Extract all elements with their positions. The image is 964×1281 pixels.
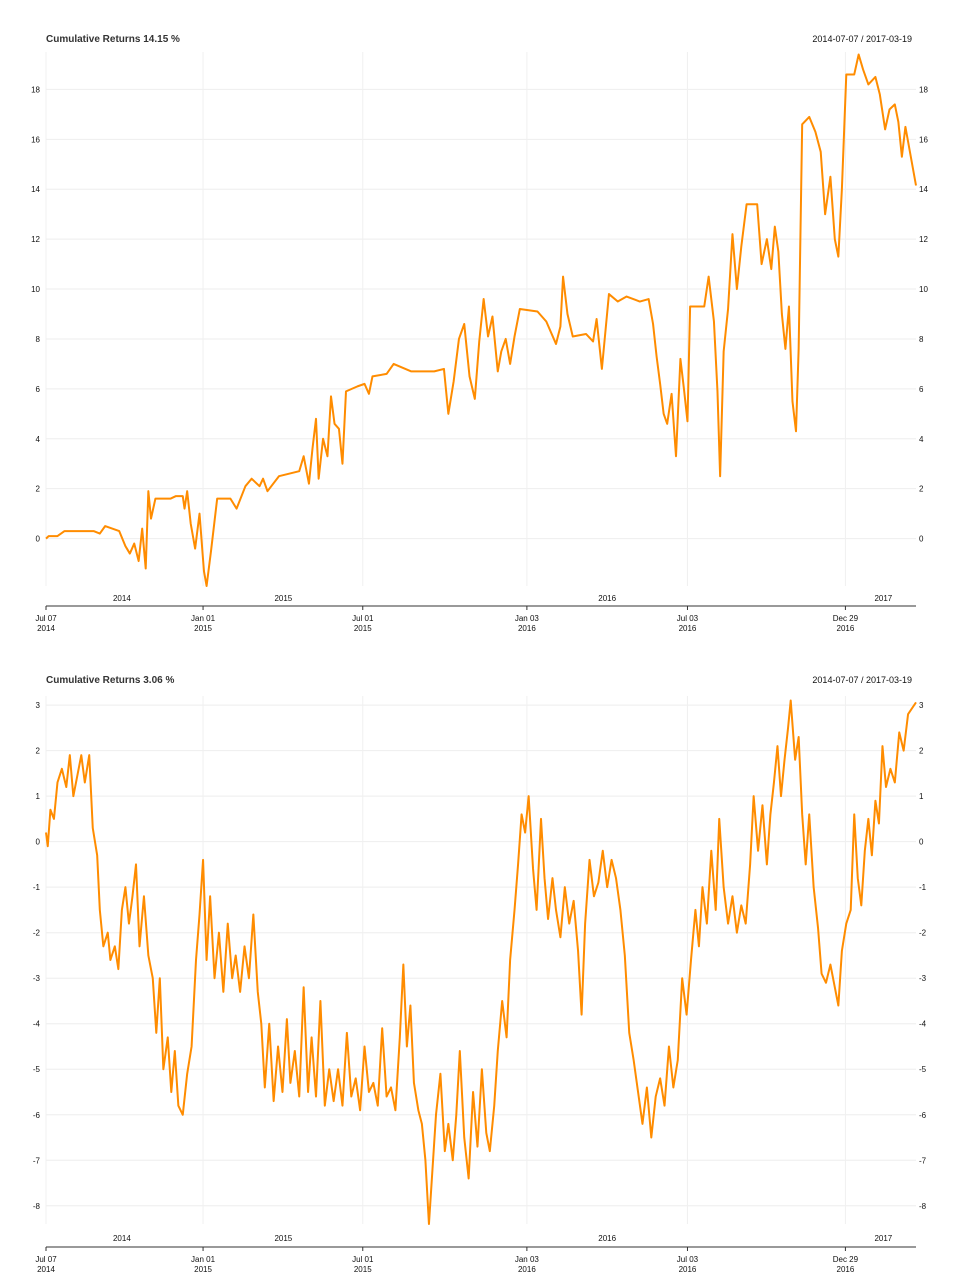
cumulative-returns-chart-1: Cumulative Returns 14.15 % 2014-07-07 / … [31, 34, 928, 633]
y-tick-label-left: 12 [31, 235, 40, 244]
y-tick-label-right: 8 [919, 335, 924, 344]
y-tick-label-right: -3 [919, 974, 927, 983]
y-tick-label-left: 1 [36, 792, 41, 801]
y-tick-label-right: 0 [919, 838, 924, 847]
x-tick-label-year: 2016 [679, 624, 697, 633]
x-tick-label: Jan 01 [191, 1255, 216, 1264]
year-label: 2015 [274, 594, 292, 603]
chart-title: Cumulative Returns 3.06 % [46, 675, 174, 686]
y-tick-label-left: 8 [36, 335, 41, 344]
y-tick-label-left: -4 [33, 1020, 41, 1029]
y-tick-label-left: 4 [36, 435, 41, 444]
y-tick-label-right: -5 [919, 1065, 927, 1074]
y-tick-label-left: 0 [36, 535, 41, 544]
y-tick-label-left: 3 [36, 701, 41, 710]
y-tick-label-left: -1 [33, 883, 41, 892]
y-tick-label-right: 18 [919, 85, 928, 94]
y-tick-label-left: -5 [33, 1065, 41, 1074]
year-label: 2017 [874, 594, 892, 603]
cumulative-returns-chart-2: Cumulative Returns 3.06 % 2014-07-07 / 2… [33, 675, 927, 1274]
y-tick-label-left: 6 [36, 385, 41, 394]
x-tick-label: Dec 29 [833, 1255, 859, 1264]
x-tick-label-year: 2016 [679, 1265, 697, 1274]
y-tick-label-right: 16 [919, 135, 928, 144]
year-label: 2016 [598, 1234, 616, 1243]
chart-title: Cumulative Returns 14.15 % [46, 34, 180, 45]
series-line [45, 699, 917, 1225]
gridlines [45, 696, 916, 1224]
x-tick-label-year: 2016 [518, 1265, 536, 1274]
x-tick-label-year: 2015 [194, 624, 212, 633]
year-label: 2016 [598, 594, 616, 603]
date-range: 2014-07-07 / 2017-03-19 [812, 675, 912, 685]
year-label: 2015 [274, 1234, 292, 1243]
y-tick-label-right: -2 [919, 929, 927, 938]
gridlines [45, 52, 916, 586]
date-range: 2014-07-07 / 2017-03-19 [812, 34, 912, 44]
y-tick-label-right: 14 [919, 185, 928, 194]
y-tick-label-left: 2 [36, 485, 41, 494]
x-tick-label-year: 2014 [37, 624, 55, 633]
y-tick-label-left: 2 [36, 747, 41, 756]
x-tick-label-year: 2016 [518, 624, 536, 633]
series-line [45, 53, 917, 587]
y-tick-label-left: 14 [31, 185, 40, 194]
x-tick-label-year: 2015 [354, 1265, 372, 1274]
y-tick-label-left: -6 [33, 1111, 41, 1120]
x-tick-label-year: 2016 [837, 624, 855, 633]
x-tick-label: Jul 01 [352, 614, 374, 623]
y-tick-label-right: 6 [919, 385, 924, 394]
y-tick-label-right: 2 [919, 747, 924, 756]
x-tick-label-year: 2014 [37, 1265, 55, 1274]
y-tick-label-left: -2 [33, 929, 41, 938]
year-label: 2017 [874, 1234, 892, 1243]
y-tick-label-right: -6 [919, 1111, 927, 1120]
y-tick-label-left: -7 [33, 1156, 41, 1165]
x-tick-label: Jul 03 [677, 614, 699, 623]
y-tick-label-left: 10 [31, 285, 40, 294]
y-tick-label-left: 18 [31, 85, 40, 94]
y-tick-label-right: -7 [919, 1156, 927, 1165]
y-tick-label-left: -3 [33, 974, 41, 983]
y-tick-label-right: -1 [919, 883, 927, 892]
y-tick-label-right: 2 [919, 485, 924, 494]
x-tick-label-year: 2015 [354, 624, 372, 633]
y-tick-label-right: -8 [919, 1202, 927, 1211]
y-tick-label-right: -4 [919, 1020, 927, 1029]
x-tick-label: Jul 07 [35, 614, 57, 623]
x-tick-label: Dec 29 [833, 614, 859, 623]
x-tick-label-year: 2016 [837, 1265, 855, 1274]
y-tick-label-left: 0 [36, 838, 41, 847]
y-tick-label-left: -8 [33, 1202, 41, 1211]
y-tick-label-left: 16 [31, 135, 40, 144]
year-label: 2014 [113, 1234, 131, 1243]
y-tick-label-right: 4 [919, 435, 924, 444]
y-tick-label-right: 3 [919, 701, 924, 710]
year-label: 2014 [113, 594, 131, 603]
x-tick-label: Jul 07 [35, 1255, 57, 1264]
y-tick-label-right: 0 [919, 535, 924, 544]
x-tick-label: Jan 03 [515, 614, 540, 623]
x-tick-label-year: 2015 [194, 1265, 212, 1274]
x-tick-label: Jan 01 [191, 614, 216, 623]
x-tick-label: Jul 01 [352, 1255, 374, 1264]
y-tick-label-right: 12 [919, 235, 928, 244]
y-tick-label-right: 10 [919, 285, 928, 294]
x-tick-label: Jul 03 [677, 1255, 699, 1264]
x-tick-label: Jan 03 [515, 1255, 540, 1264]
y-tick-label-right: 1 [919, 792, 924, 801]
